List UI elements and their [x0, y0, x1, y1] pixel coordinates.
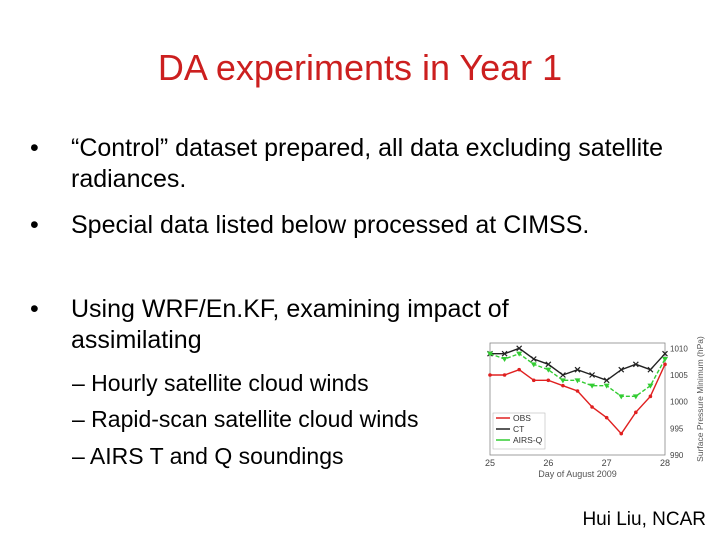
data-point: [530, 362, 537, 368]
bullet-text: Using WRF/En.KF, examining impact of ass…: [71, 295, 509, 354]
bullet-marker: •: [30, 211, 39, 239]
bullet-text: “Control” dataset prepared, all data exc…: [71, 134, 664, 193]
x-tick-label: 28: [660, 458, 670, 468]
author-credit: Hui Liu, NCAR: [582, 509, 706, 530]
data-point: [662, 350, 668, 357]
sub-bullet-rapid-scan: – Rapid-scan satellite cloud winds: [72, 406, 419, 432]
data-point: [618, 394, 625, 400]
data-point: [501, 357, 508, 362]
x-tick-label: 27: [602, 458, 612, 468]
bullet-1: • “Control” dataset prepared, all data e…: [30, 133, 690, 195]
y-tick-label: 1005: [670, 371, 688, 380]
data-point: [501, 350, 508, 357]
y-tick-label: 995: [670, 424, 684, 433]
bullet-marker: •: [30, 134, 39, 162]
x-tick-label: 26: [543, 458, 553, 468]
data-point: [546, 378, 551, 383]
legend-label: OBS: [513, 413, 531, 423]
data-point: [502, 373, 507, 377]
data-point: [545, 361, 552, 368]
y-axis-label: Surface Pressure Minimum (hPa): [695, 336, 705, 462]
data-point: [487, 351, 493, 357]
data-point: [516, 345, 523, 352]
data-point: [531, 378, 536, 383]
data-point: [604, 415, 609, 420]
data-point: [647, 383, 654, 389]
sub-bullet-hourly: – Hourly satellite cloud winds: [72, 370, 369, 396]
x-tick-label: 25: [485, 458, 495, 468]
bullet-2: • Special data listed below processed at…: [30, 210, 690, 241]
data-point: [559, 372, 566, 378]
data-point: [589, 383, 596, 389]
data-point: [662, 357, 668, 362]
data-point: [603, 377, 610, 384]
series-line-ct: [490, 347, 666, 382]
data-point: [647, 366, 654, 373]
data-point: [545, 367, 552, 373]
data-point: [574, 378, 581, 384]
data-point: [648, 394, 653, 399]
legend-label: CT: [513, 424, 524, 434]
slide-title: DA experiments in Year 1: [157, 47, 563, 88]
bullet-3: • Using WRF/En.KF, examining impact of a…: [30, 294, 590, 356]
data-point: [663, 362, 667, 367]
data-point: [589, 372, 596, 378]
sub-bullet-airs: – AIRS T and Q soundings: [72, 443, 344, 469]
legend-box: [492, 412, 546, 450]
bullet-marker: •: [30, 295, 39, 323]
data-point: [516, 351, 523, 357]
data-point: [632, 394, 639, 400]
data-point: [632, 361, 639, 368]
pressure-chart-svg: 25 26 27 28 1010 1005 1000 995 990 Day of August …: [485, 336, 705, 479]
data-point: [603, 383, 610, 389]
x-axis-label: Day of August 2009: [538, 469, 617, 479]
legend-label: AIRS-Q: [513, 435, 543, 445]
y-tick-label: 990: [670, 451, 684, 460]
plot-frame: [489, 342, 666, 456]
y-tick-label: 1010: [670, 344, 688, 353]
data-point: [619, 431, 624, 436]
data-point: [618, 366, 625, 373]
data-point: [530, 356, 537, 362]
data-point: [590, 405, 594, 409]
data-point: [634, 410, 638, 415]
y-tick-label: 1000: [670, 398, 688, 407]
pressure-chart: 25 26 27 28 1010 1005 1000 995 990 Day of August …: [470, 325, 710, 480]
data-point: [574, 366, 581, 373]
data-point: [517, 367, 521, 372]
bullet-text: Special data listed below processed at C…: [71, 211, 590, 239]
data-point: [561, 383, 565, 388]
data-point: [575, 389, 580, 393]
data-point: [559, 378, 566, 384]
data-point: [488, 373, 492, 377]
